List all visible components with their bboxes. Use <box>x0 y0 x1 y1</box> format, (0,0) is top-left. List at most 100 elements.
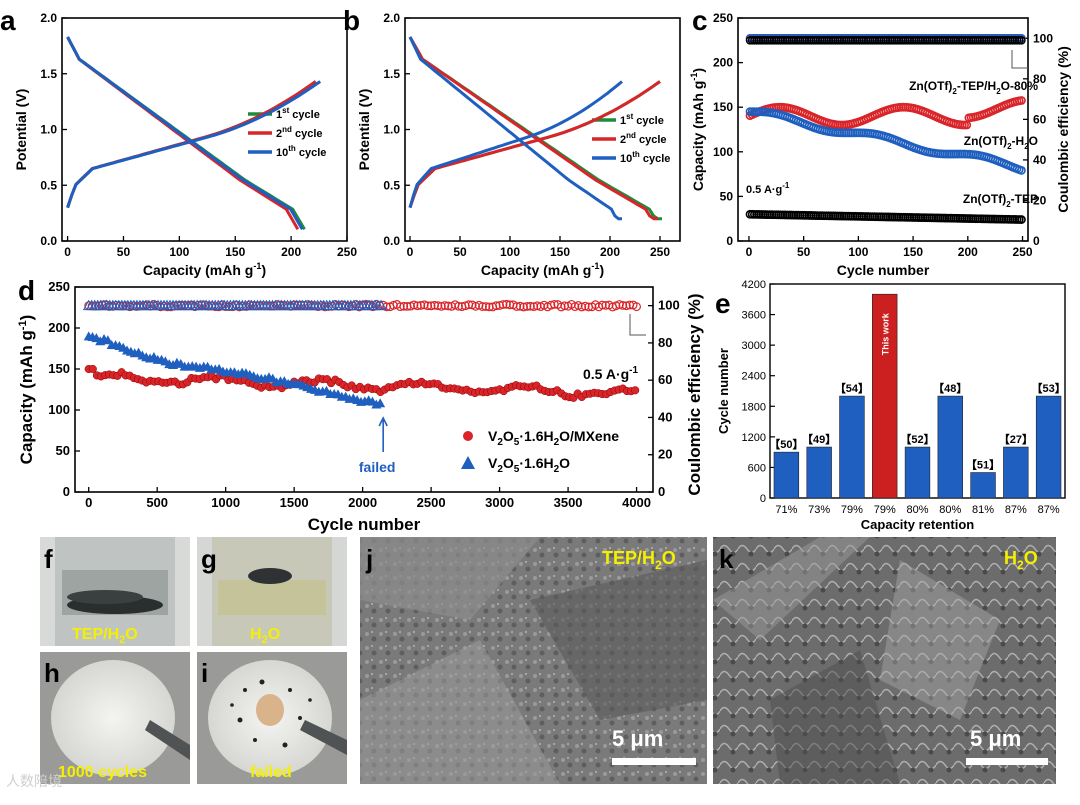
y-tick-label: 3600 <box>742 310 766 322</box>
photo-j-label: TEP/H2O <box>602 548 676 572</box>
x-tick-label: 250 <box>337 245 357 259</box>
bar <box>1035 395 1062 499</box>
photo-j-letter: j <box>365 544 373 574</box>
photo-h-label: 1000 cycles <box>58 764 147 781</box>
y-tick-label: 50 <box>56 443 70 458</box>
x-tick-label: 150 <box>550 245 570 259</box>
watermark: 人数陪境 <box>6 773 62 789</box>
legend-word: cycle <box>289 109 320 121</box>
legend-part: O <box>559 455 570 471</box>
mxene-ce-point <box>454 301 463 311</box>
plot-frame <box>74 286 654 493</box>
legend-label: V2O5·1.6H2O <box>488 455 570 475</box>
legend-sub: 2 <box>554 437 560 448</box>
mxene-ce-point <box>395 302 405 312</box>
v2o5-ce-point <box>375 299 387 311</box>
legend-label: 10th cycle <box>620 150 670 165</box>
mxene-capacity-point <box>88 364 97 374</box>
y2-tick-label: 0 <box>658 484 665 499</box>
x-tick-label: 200 <box>600 245 620 259</box>
y2-tick-label: 20 <box>1033 193 1047 207</box>
bar-ref-label: 【51】 <box>966 459 1000 472</box>
rate-annotation-main: 0.5 A·g <box>583 366 629 382</box>
legend-ord: 10 <box>620 153 632 165</box>
photo-k-letter: k <box>719 544 734 574</box>
photo-h-separator-1000-cycles: h 1000 cycles <box>40 652 190 784</box>
series-label-part: Zn(OTf) <box>909 79 952 93</box>
panel-letter: a <box>0 5 16 36</box>
legend-ord-sup: st <box>282 106 289 115</box>
y-axis-label: Potential (V) <box>356 89 372 171</box>
rate-annotation-sup: -1 <box>629 365 638 376</box>
y-tick-label: 100 <box>713 145 733 159</box>
legend-ord: 1 <box>620 115 626 127</box>
y-axis-label: Capacity (mAh g-1) <box>689 68 706 191</box>
x-tick-label: 71% <box>775 504 797 516</box>
series-label-part: -TEP/H <box>957 79 996 93</box>
panel-letter: d <box>18 275 35 306</box>
y-axis-label-sup: -1 <box>689 73 699 81</box>
legend-sub: 5 <box>514 437 520 448</box>
x-axis-label-end: ) <box>261 262 266 278</box>
photo-g-letter: g <box>201 544 217 574</box>
y-tick-label: 200 <box>713 56 733 70</box>
series-label-sub: 2 <box>952 87 957 96</box>
photo-i-separator-failed: i failed <box>197 652 347 784</box>
series-label-part: -TEP <box>1011 192 1038 206</box>
mxene-ce-point <box>580 301 590 311</box>
axis-arrow <box>1011 50 1028 69</box>
panel-letter: c <box>692 5 708 36</box>
mxene-ce-point <box>433 301 443 311</box>
legend-label: 2nd cycle <box>276 125 323 140</box>
y2-tick-label: 60 <box>658 372 672 387</box>
y-tick-label: 200 <box>48 320 70 335</box>
series-label-part: O <box>1029 134 1038 148</box>
y-axis-label-main: Capacity (mAh g <box>690 81 706 191</box>
mxene-ce-point <box>399 301 409 311</box>
mxene-ce-point <box>491 301 501 311</box>
bar-ref-label: 【27】 <box>999 433 1033 446</box>
legend-ord-sup: nd <box>282 125 292 134</box>
photo-k-sem-h2o: k H2O 5 μm <box>713 537 1056 784</box>
photo-i-letter: i <box>201 658 208 688</box>
x-tick-label: 250 <box>650 245 670 259</box>
legend-label: V2O5·1.6H2O/MXene <box>488 428 619 448</box>
panel-b-chart: b 0 50 100 150 200 250 0.0 0.5 1.0 1.5 2.0 Capacity … <box>343 5 681 278</box>
x-tick-label: 3000 <box>485 495 514 510</box>
bar-ref-label: 【52】 <box>900 433 934 446</box>
capacity-point <box>1017 166 1026 175</box>
photo-g-vial-h2o: g H2O <box>197 537 347 646</box>
x-tick-label: 73% <box>808 504 830 516</box>
y-tick-label: 1200 <box>742 432 766 444</box>
bar-ref-label: 【54】 <box>835 382 869 395</box>
series-label: Zn(OTf)2-TEP/H2O-80% <box>909 79 1038 96</box>
mxene-ce-point <box>519 302 528 312</box>
series-discharge-curve <box>408 36 662 221</box>
photo-j-sem-tep-h2o: j TEP/H2O 5 μm <box>360 537 707 784</box>
y2-tick-label: 0 <box>1033 234 1040 248</box>
legend-ord: 2 <box>620 134 626 146</box>
x-tick-label: 200 <box>958 245 978 259</box>
panel-e-chart: e 0 600 1200 1800 2400 3000 3600 4200 Cycle numbe… <box>715 279 1066 532</box>
series-label-part: Zn(OTf) <box>964 134 1007 148</box>
legend-sub: 2 <box>497 437 503 448</box>
mxene-ce-point <box>443 301 453 311</box>
mxene-ce-point <box>409 300 419 310</box>
legend-word: cycle <box>633 115 664 127</box>
y-tick-label: 150 <box>713 100 733 114</box>
mxene-ce-point <box>419 300 429 310</box>
photo-j-scale-label: 5 μm <box>612 726 663 751</box>
y-tick-label: 1.0 <box>40 123 57 137</box>
legend-marker <box>461 456 475 469</box>
mxene-ce-point <box>436 301 446 311</box>
rate-annotation-main: 0.5 A·g <box>746 184 782 196</box>
legend-sub: 5 <box>514 464 520 475</box>
mxene-ce-point <box>413 301 422 311</box>
series-charge-curve <box>408 80 623 209</box>
legend-label: 2nd cycle <box>620 131 667 146</box>
legend-sub: 2 <box>554 464 560 475</box>
series-label-sub: 2 <box>996 87 1001 96</box>
x-tick-label: 100 <box>169 245 189 259</box>
mxene-ce-point <box>532 301 542 311</box>
